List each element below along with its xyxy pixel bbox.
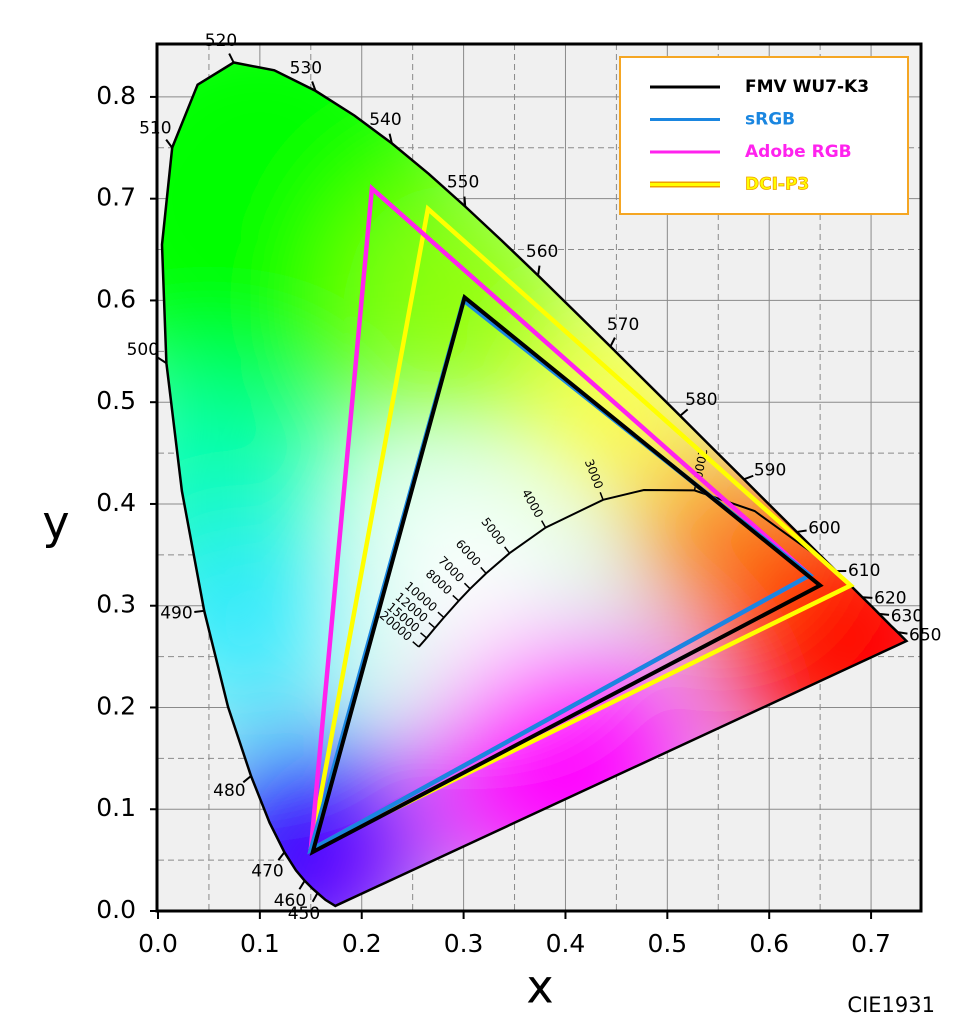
x-axis-title: x	[526, 960, 553, 1014]
temperature-tick	[463, 582, 471, 590]
legend-label: Adobe RGB	[745, 142, 852, 162]
planckian-locus	[418, 488, 824, 648]
wavelength-tick	[298, 880, 306, 890]
wavelength-tick	[277, 851, 286, 861]
legend-label: FMV WU7-K3	[745, 77, 869, 97]
x-tick-label: 0.6	[749, 929, 789, 958]
wavelength-label: 500	[127, 340, 159, 360]
legend-box	[619, 56, 909, 215]
wavelength-tick	[194, 609, 205, 614]
wavelength-label: 520	[205, 31, 237, 51]
x-tick-label: 0.5	[647, 929, 687, 958]
y-tick-label: 0.7	[96, 183, 136, 212]
series	[307, 183, 855, 856]
gamut-triangle	[307, 204, 855, 854]
legend-label: sRGB	[745, 110, 795, 130]
wavelength-tick	[311, 81, 317, 92]
wavelength-tick	[879, 612, 890, 616]
y-tick-label: 0.2	[96, 691, 136, 720]
wavelength-tick	[609, 337, 616, 347]
plot-frame	[155, 42, 923, 913]
wavelength-tick	[897, 631, 908, 635]
caption: CIE1931	[847, 993, 935, 1017]
temperature-tick	[540, 520, 547, 528]
y-tick-label: 0.4	[96, 488, 136, 517]
temperature-tick	[452, 594, 460, 602]
wavelength-label: 560	[526, 242, 558, 262]
temperature-tick	[599, 492, 604, 501]
wavelength-tick	[242, 775, 252, 784]
y-tick-label: 0.1	[96, 793, 136, 822]
wavelength-label: 550	[447, 173, 479, 193]
x-tick-label: 0.7	[851, 929, 891, 958]
wavelength-label: 650	[909, 626, 941, 646]
wavelength-label: 610	[848, 561, 880, 581]
temperature-tick	[420, 632, 428, 639]
y-axis-title: y	[42, 496, 69, 550]
wavelength-label: 510	[139, 118, 171, 138]
wavelength-tick	[679, 408, 689, 417]
wavelength-tick	[796, 529, 807, 533]
wavelength-label: 470	[251, 861, 283, 881]
wavelength-tick	[157, 356, 167, 364]
wavelength-label: 450	[288, 904, 320, 924]
wavelength-tick	[165, 139, 173, 149]
legend: FMV WU7-K3 sRGB Adobe RGB DCI-P3	[619, 56, 909, 215]
legend-label: DCI-P3	[745, 175, 809, 195]
wavelength-tick	[311, 892, 319, 903]
wavelength-label: 460	[274, 891, 306, 911]
x-tick-label: 0.4	[546, 929, 586, 958]
wavelength-label: 480	[213, 781, 245, 801]
wavelength-label: 590	[754, 461, 786, 481]
wavelength-tick	[537, 265, 541, 276]
x-tick-label: 0.3	[444, 929, 484, 958]
temperature-tick	[480, 566, 487, 574]
temperature-tick	[412, 641, 420, 648]
wavelength-label: 570	[607, 315, 639, 335]
y-tick-label: 0.0	[96, 895, 136, 924]
y-tick-label: 0.6	[96, 284, 136, 313]
wavelength-tick	[228, 53, 235, 63]
wavelength-label: 600	[808, 519, 840, 539]
temperature-tick	[504, 546, 511, 554]
wavelength-tick	[743, 474, 754, 481]
wavelength-label: 540	[369, 110, 401, 130]
wavelength-label: 490	[160, 604, 192, 624]
temperature-tick	[428, 622, 436, 629]
temperature-tick	[437, 611, 445, 619]
wavelength-tick	[862, 596, 873, 599]
wavelength-label: 630	[891, 606, 923, 626]
y-tick-label: 0.3	[96, 590, 136, 619]
x-tick-label: 0.2	[342, 929, 382, 958]
y-tick-label: 0.5	[96, 386, 136, 415]
y-tick-label: 0.8	[96, 81, 136, 110]
fill-blob	[385, 495, 555, 665]
x-tick-label: 0.1	[240, 929, 280, 958]
wavelength-tick	[463, 196, 467, 207]
fill-blob	[302, 831, 422, 906]
x-tick-label: 0.0	[138, 929, 178, 958]
wavelength-label: 530	[290, 58, 322, 78]
gamut-triangle	[309, 293, 824, 856]
wavelength-tick	[388, 133, 393, 144]
wavelength-label: 580	[685, 390, 717, 410]
axes: 0.0 0.1 0.2 0.3 0.4 0.5 0.6 0.7 0.0 0.1 0.2 0.3 0.4 0…	[96, 81, 891, 958]
wavelength-label: 620	[874, 589, 906, 609]
